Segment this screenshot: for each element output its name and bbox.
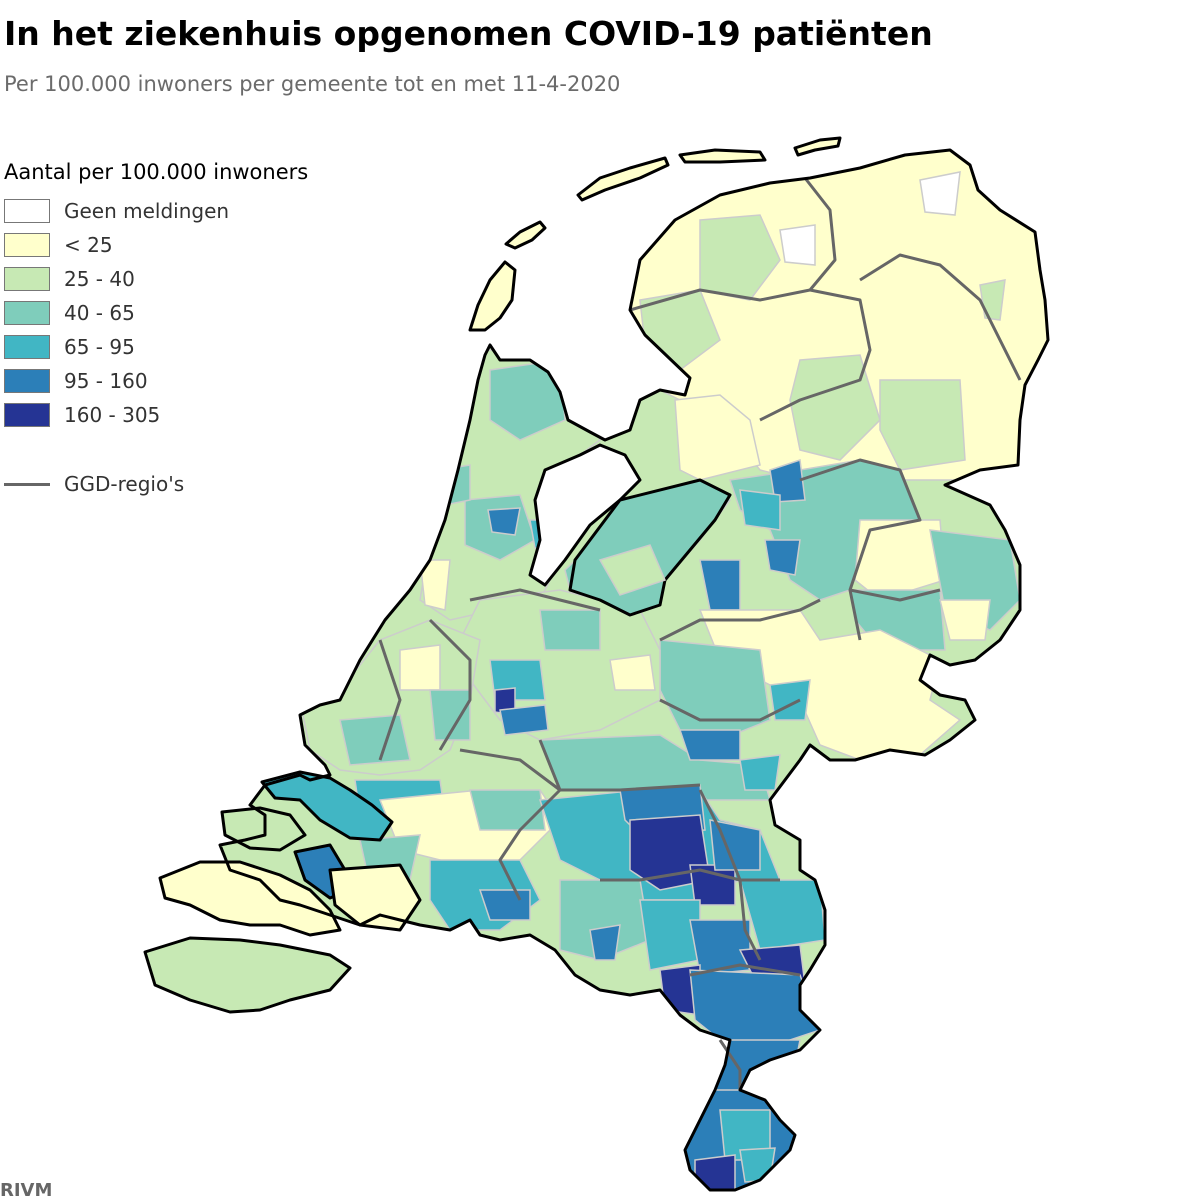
region-achterhoek bbox=[698, 609, 962, 761]
legend-item-95-160: 95 - 160 bbox=[4, 364, 308, 398]
legend-label: 95 - 160 bbox=[64, 369, 148, 393]
map-subtitle: Per 100.000 inwoners per gemeente tot en… bbox=[4, 72, 621, 96]
island-texel bbox=[468, 260, 517, 332]
legend-item-lt25: < 25 bbox=[4, 228, 308, 262]
island-walcheren-beveland bbox=[158, 860, 342, 937]
ggd-border-gelderland-north bbox=[659, 598, 821, 642]
legend-swatch bbox=[4, 301, 50, 325]
legend-title: Aantal per 100.000 inwoners bbox=[4, 160, 309, 184]
legend-label: 160 - 305 bbox=[64, 403, 161, 427]
legend-item-65-95: 65 - 95 bbox=[4, 330, 308, 364]
ggd-border-drenthe bbox=[759, 288, 872, 422]
legend-label: 25 - 40 bbox=[64, 267, 135, 291]
legend-label: 40 - 65 bbox=[64, 301, 135, 325]
region-utrecht-blue bbox=[499, 704, 549, 736]
region-brabant-teal-2 bbox=[469, 789, 546, 831]
ggd-border-gelderland-mid bbox=[659, 698, 801, 722]
region-no-data-1 bbox=[779, 224, 816, 266]
legend-label: < 25 bbox=[64, 233, 113, 257]
legend-swatch bbox=[4, 369, 50, 393]
ggd-border-groningen-drenthe bbox=[859, 253, 1022, 381]
region-gelderland-cyan bbox=[769, 679, 811, 721]
region-zeeuws-vlaanderen bbox=[143, 936, 352, 1014]
legend-item-160-305: 160 - 305 bbox=[4, 398, 308, 432]
island-ameland bbox=[678, 148, 767, 164]
ggd-border-brabant-west bbox=[498, 739, 562, 901]
legend-label: 65 - 95 bbox=[64, 335, 135, 359]
legend-item-ggd: GGD-regio's bbox=[4, 472, 308, 496]
region-zh-yellow bbox=[399, 644, 441, 691]
ggd-line-swatch bbox=[4, 482, 50, 486]
region-drenthe-green-2 bbox=[879, 379, 966, 471]
region-noordoostpolder bbox=[674, 394, 761, 481]
map-title: In het ziekenhuis opgenomen COVID-19 pat… bbox=[4, 14, 933, 53]
region-friesland-green bbox=[699, 214, 781, 301]
region-eindhoven-blue bbox=[589, 924, 621, 961]
island-terschelling bbox=[576, 156, 670, 202]
region-utrecht-yellow bbox=[609, 654, 656, 691]
region-nijmegen-blue bbox=[678, 729, 741, 761]
region-zh-teal bbox=[339, 714, 411, 766]
legend-swatch bbox=[4, 403, 50, 427]
ggd-border-twente-south bbox=[849, 588, 941, 602]
coastline bbox=[218, 148, 1050, 1192]
markermeer-water bbox=[528, 443, 642, 587]
region-twente-yellow-2 bbox=[939, 599, 991, 641]
legend-item-none: Geen meldingen bbox=[4, 194, 308, 228]
region-overijssel-blue bbox=[769, 458, 806, 503]
legend: Aantal per 100.000 inwoners Geen melding… bbox=[4, 160, 308, 496]
legend-swatch bbox=[4, 335, 50, 359]
region-vaals-cyan bbox=[739, 1147, 776, 1183]
region-overijssel-cyan bbox=[739, 489, 781, 531]
region-nijmegen-cyan bbox=[739, 754, 781, 791]
legend-item-25-40: 25 - 40 bbox=[4, 262, 308, 296]
legend-swatch bbox=[4, 199, 50, 223]
ggd-border-limburg-north bbox=[689, 963, 801, 977]
region-nh-blue bbox=[487, 507, 521, 536]
region-utrecht-teal bbox=[539, 609, 601, 651]
legend-label: Geen meldingen bbox=[64, 199, 230, 223]
source-label: RIVM bbox=[0, 1180, 53, 1201]
flevoland-inner-green bbox=[598, 544, 667, 596]
ggd-border-zh-utrecht bbox=[428, 618, 472, 751]
legend-swatch bbox=[4, 267, 50, 291]
island-schiermonnikoog bbox=[793, 136, 842, 157]
region-no-data-2 bbox=[919, 171, 961, 216]
island-vlieland bbox=[504, 220, 547, 250]
region-nh-yellow bbox=[419, 559, 451, 611]
region-helmond-cyan bbox=[639, 899, 701, 971]
region-zh-teal-2 bbox=[429, 689, 471, 741]
legend-item-40-65: 40 - 65 bbox=[4, 296, 308, 330]
ggd-border-rivers bbox=[459, 748, 701, 792]
ggd-border-brabant-limburg bbox=[698, 789, 762, 961]
region-west-brabant-coast bbox=[328, 863, 422, 932]
legend-swatch bbox=[4, 233, 50, 257]
region-overijssel-blue-2 bbox=[764, 539, 801, 576]
ggd-border-utrecht-north bbox=[469, 588, 601, 612]
region-groningen-green bbox=[979, 279, 1006, 321]
ggd-border-zh-internal bbox=[378, 639, 402, 761]
legend-label-ggd: GGD-regio's bbox=[64, 472, 185, 496]
ggd-border-brabant-south bbox=[600, 868, 780, 882]
